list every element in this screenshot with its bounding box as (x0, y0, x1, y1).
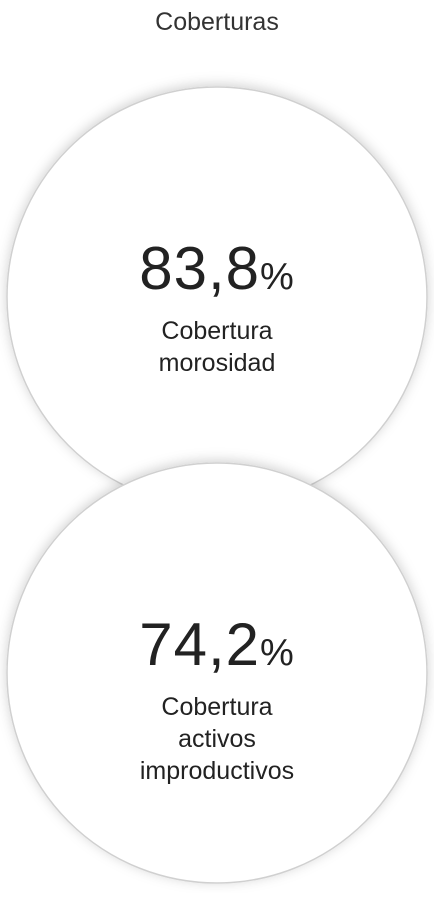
metric-label: Cobertura (161, 693, 272, 721)
metric-label: morosidad (159, 349, 276, 377)
value-number: 74,2 (139, 611, 260, 678)
value-unit: % (260, 632, 295, 674)
title: Coberturas (155, 8, 279, 36)
metric-label: Cobertura (161, 317, 272, 345)
metric-label: activos (178, 725, 256, 753)
metric-circle: 74,2% Cobertura activos improductivos (6, 462, 428, 884)
metric-label: improductivos (140, 757, 294, 785)
metric-value: 83,8% (139, 235, 295, 302)
metric-value: 74,2% (139, 611, 295, 678)
value-unit: % (260, 256, 295, 298)
value-number: 83,8 (139, 235, 260, 302)
circle (6, 462, 428, 884)
circles: 83,8% Cobertura morosidad 74,2% Cobertura act… (6, 86, 428, 884)
metric-circle: 83,8% Cobertura morosidad (6, 86, 428, 508)
